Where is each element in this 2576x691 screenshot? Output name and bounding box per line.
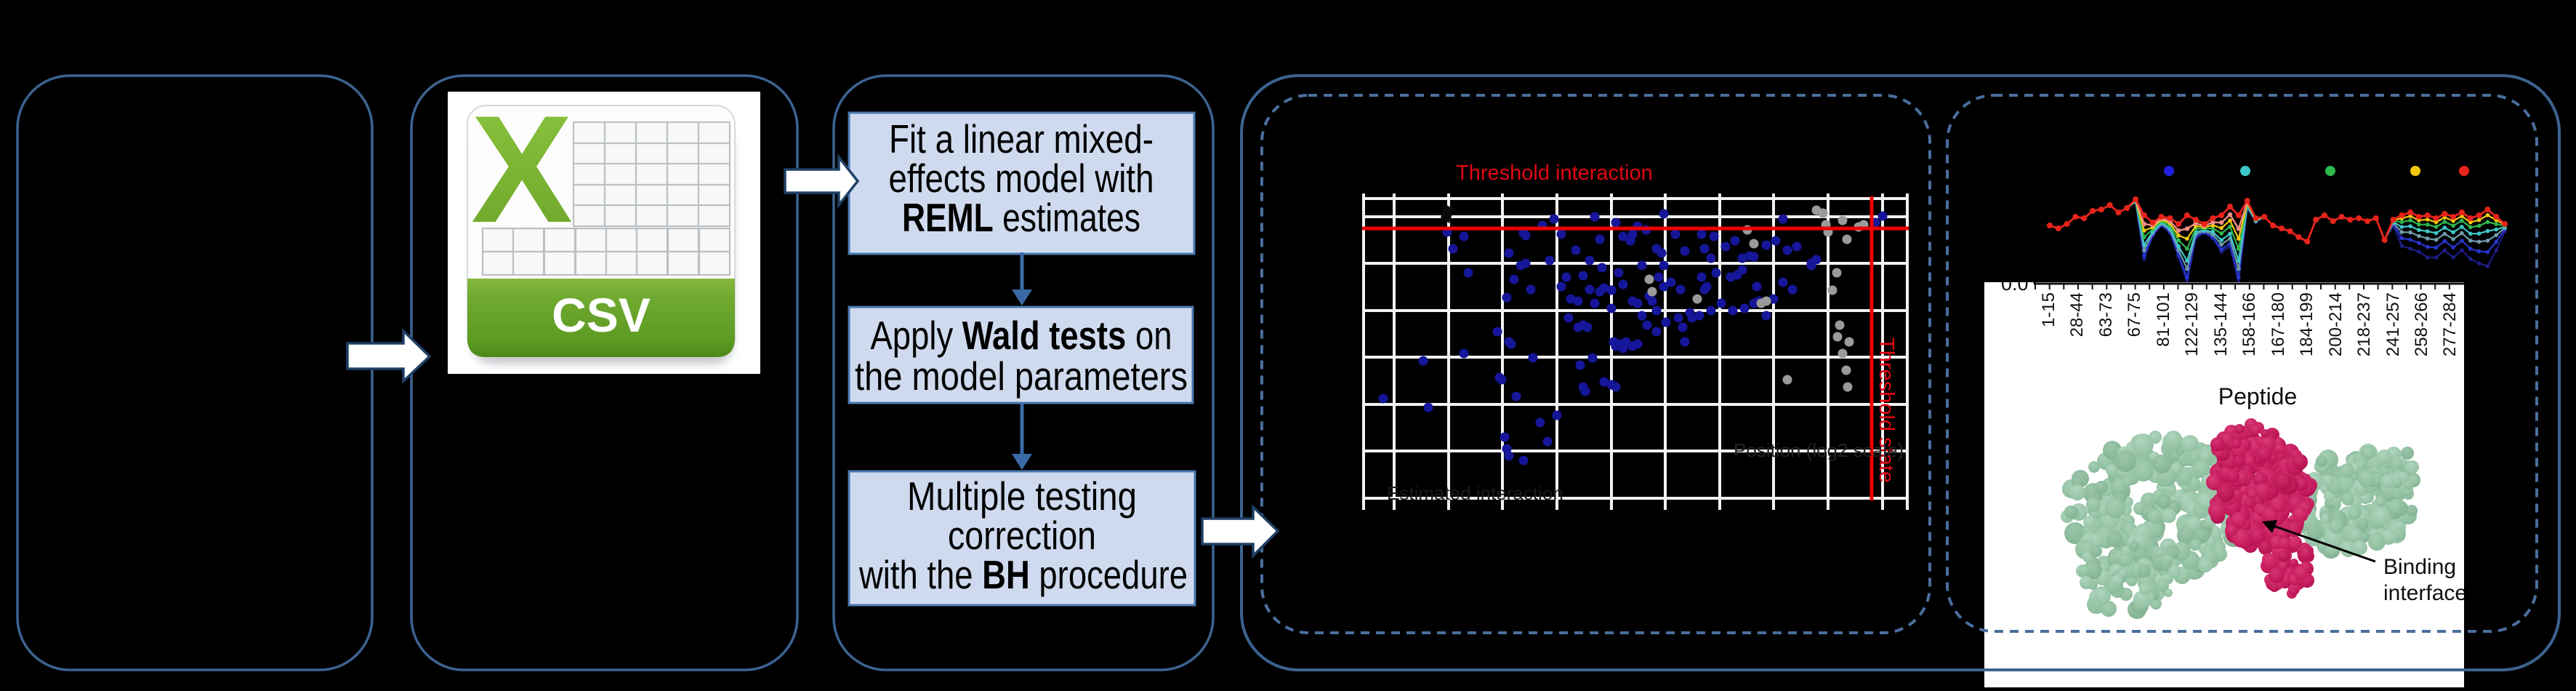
svg-text:167-180: 167-180 [2269, 292, 2288, 356]
svg-text:Peptide: Peptide [2218, 383, 2298, 410]
svg-text:Threshold interaction: Threshold interaction [1456, 161, 1653, 185]
svg-text:218-237: 218-237 [2354, 292, 2374, 356]
svg-text:the model parameters: the model parameters [855, 354, 1188, 399]
svg-text:Multiple testing: Multiple testing [907, 474, 1137, 519]
svg-text:correction: correction [948, 513, 1096, 558]
svg-text:122-129: 122-129 [2182, 292, 2202, 356]
svg-text:Threshold state: Threshold state [1875, 337, 1898, 483]
svg-text:258-266: 258-266 [2412, 292, 2431, 356]
svg-text:200-214: 200-214 [2326, 292, 2346, 356]
svg-text:63-73: 63-73 [2096, 292, 2116, 337]
svg-text:277-284: 277-284 [2440, 292, 2460, 356]
svg-text:135-144: 135-144 [2211, 292, 2231, 356]
svg-text:with the BH procedure: with the BH procedure [858, 552, 1188, 597]
svg-text:effects model with: effects model with [889, 156, 1154, 201]
svg-text:241-257: 241-257 [2383, 292, 2403, 356]
svg-text:0.0: 0.0 [2001, 273, 2029, 295]
svg-text:Estimated interaction: Estimated interaction [1387, 482, 1563, 504]
svg-text:interface: interface [2383, 581, 2467, 605]
svg-text:REML estimates: REML estimates [902, 195, 1140, 240]
svg-text:28-44: 28-44 [2067, 292, 2087, 337]
svg-text:184-199: 184-199 [2297, 292, 2317, 356]
svg-text:Position (log2 scale): Position (log2 scale) [1734, 439, 1904, 461]
svg-text:158-166: 158-166 [2239, 292, 2259, 356]
svg-text:Binding: Binding [2383, 555, 2456, 579]
svg-text:81-101: 81-101 [2154, 292, 2173, 347]
svg-text:CSV: CSV [552, 288, 651, 342]
svg-text:1-15: 1-15 [2039, 292, 2058, 327]
svg-text:Apply Wald tests on: Apply Wald tests on [871, 313, 1172, 358]
svg-text:Fit a linear mixed-: Fit a linear mixed- [889, 116, 1154, 161]
svg-text:X: X [471, 84, 573, 255]
svg-text:67-75: 67-75 [2125, 292, 2144, 337]
